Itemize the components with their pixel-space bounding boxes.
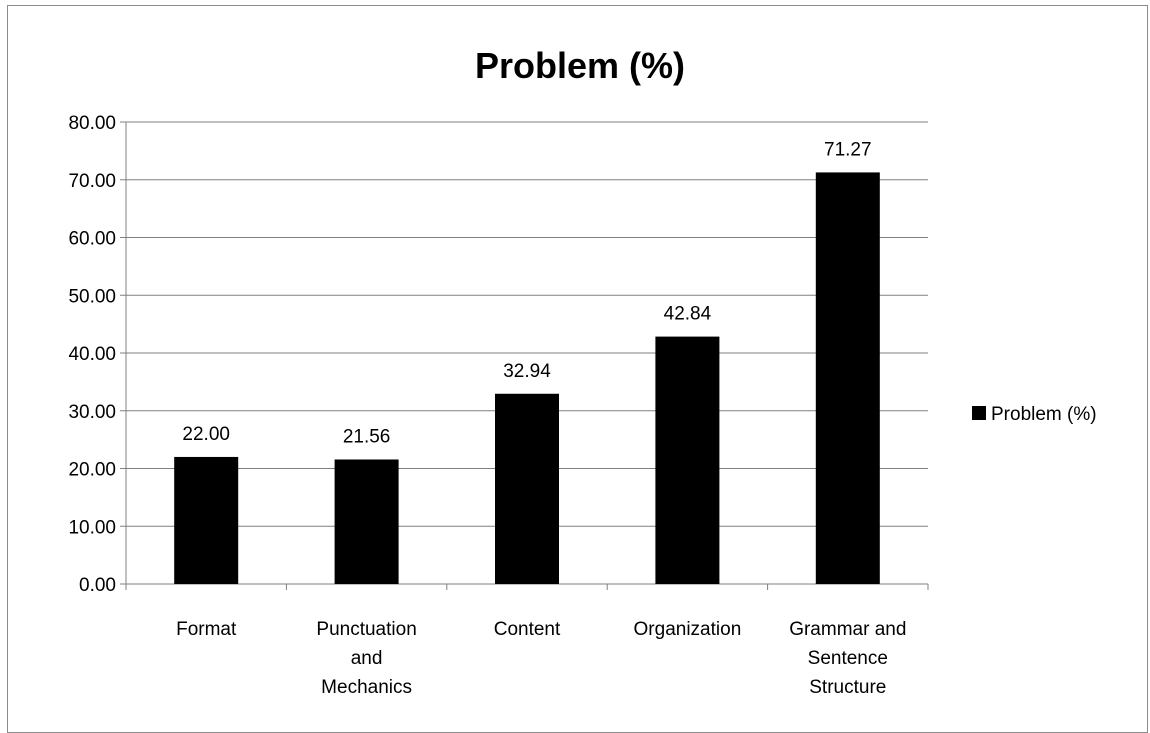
y-tick-label: 60.00 [68,229,116,250]
y-tick-label: 70.00 [68,171,116,192]
x-tick-label-line: Grammar and [789,619,906,640]
y-tick-label: 50.00 [68,286,116,307]
y-tick-label: 30.00 [68,402,116,423]
x-tick-label-line: Sentence [808,648,888,669]
bar [815,172,880,584]
x-tick-label-line: Structure [809,677,886,698]
y-tick-label: 10.00 [68,517,116,538]
legend-label: Problem (%) [991,404,1097,425]
y-tick-label: 40.00 [68,344,116,365]
data-label: 71.27 [824,139,872,160]
gridlines [126,121,928,527]
x-tick-label: Grammar and Sentence Structure [789,619,906,698]
data-label: 42.84 [664,304,712,325]
x-tick-label-line: Organization [634,619,742,640]
bar [495,393,559,584]
legend-swatch [972,406,986,420]
chart-title: Problem (%) [475,45,685,86]
x-tick-label-line: Format [176,619,237,640]
x-tick-label: Punctuation and Mechanics [316,619,416,698]
chart-frame [7,5,1148,733]
x-tick-label: Content [494,619,561,640]
y-tick-label: 0.00 [79,575,116,596]
x-tick-label-line: Content [494,619,561,640]
y-tick-label: 80.00 [68,113,116,134]
bars [174,172,880,584]
data-label: 21.56 [343,426,391,447]
bar [174,456,239,584]
y-tick-label: 20.00 [68,460,116,481]
x-tick-label-line: and [351,648,383,669]
x-tick-label: Organization [634,619,742,640]
x-tick-label: Format [176,619,237,640]
data-labels: 22.00 21.56 32.94 42.84 71.27 [182,139,871,447]
x-tick-label-line: Punctuation [316,619,416,640]
data-label: 22.00 [182,424,230,445]
data-label: 32.94 [503,361,551,382]
x-tick-label-line: Mechanics [321,677,412,698]
bar [655,336,720,584]
bar [334,459,399,584]
legend: Problem (%) [972,404,1097,425]
